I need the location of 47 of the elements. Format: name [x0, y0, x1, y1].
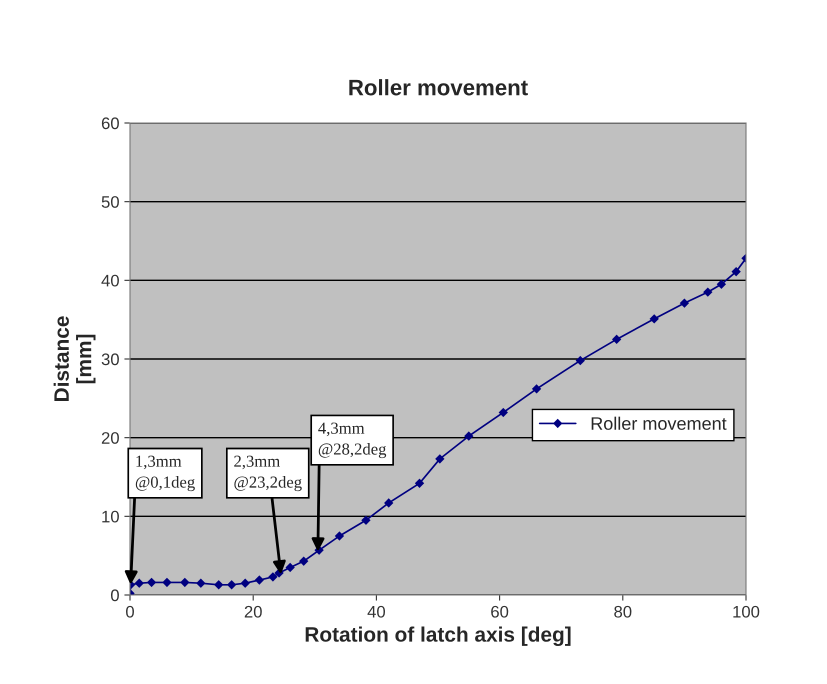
point: [286, 563, 295, 572]
point: [240, 578, 250, 588]
y-tick-label: 20: [102, 432, 119, 444]
point: [162, 578, 172, 587]
y-tick-label: 0: [110, 589, 119, 602]
point: [464, 432, 474, 441]
point: [147, 578, 156, 587]
y-tick-label: 60: [102, 117, 119, 130]
y-tick-label: 40: [101, 274, 119, 287]
x-tick-label: 40: [368, 606, 386, 618]
point: [254, 576, 264, 584]
point: [196, 578, 206, 588]
x-axis-title: Rotation of latch axis [deg]: [306, 626, 571, 646]
point: [334, 532, 344, 540]
point: [703, 288, 712, 297]
point: [361, 516, 370, 525]
x-tick-label: 60: [491, 606, 508, 618]
point: [650, 314, 659, 324]
point: [134, 578, 144, 588]
y-tick-label: 10: [102, 510, 119, 523]
point: [532, 384, 542, 394]
annotation: 1,3mm @0,1deg: [136, 456, 195, 492]
annotation: 2,3mm @23,2deg: [234, 456, 302, 492]
point: [716, 280, 726, 289]
point: [415, 478, 424, 488]
x-tick-label: 80: [614, 606, 632, 618]
point: [227, 580, 236, 590]
y-tick-label: 30: [102, 353, 119, 366]
x-tick-label: 0: [126, 606, 134, 618]
point: [498, 408, 508, 417]
point: [680, 298, 689, 308]
point: [299, 556, 308, 566]
y-axis-title: Distance [mm]: [54, 316, 96, 402]
chart-title: Roller movement: [349, 79, 528, 96]
x-tick-label: 100: [733, 606, 760, 618]
point: [612, 334, 622, 344]
annotation: 4,3mm @28,2deg: [318, 422, 386, 458]
point: [435, 454, 444, 464]
y-tick-label: 50: [102, 196, 119, 208]
point: [214, 580, 224, 590]
legend-label: Roller movement: [592, 416, 727, 430]
point: [576, 356, 585, 366]
point: [732, 267, 741, 276]
point: [180, 578, 190, 587]
point: [384, 498, 394, 508]
point: [268, 572, 278, 582]
x-tick-label: 20: [244, 606, 262, 618]
